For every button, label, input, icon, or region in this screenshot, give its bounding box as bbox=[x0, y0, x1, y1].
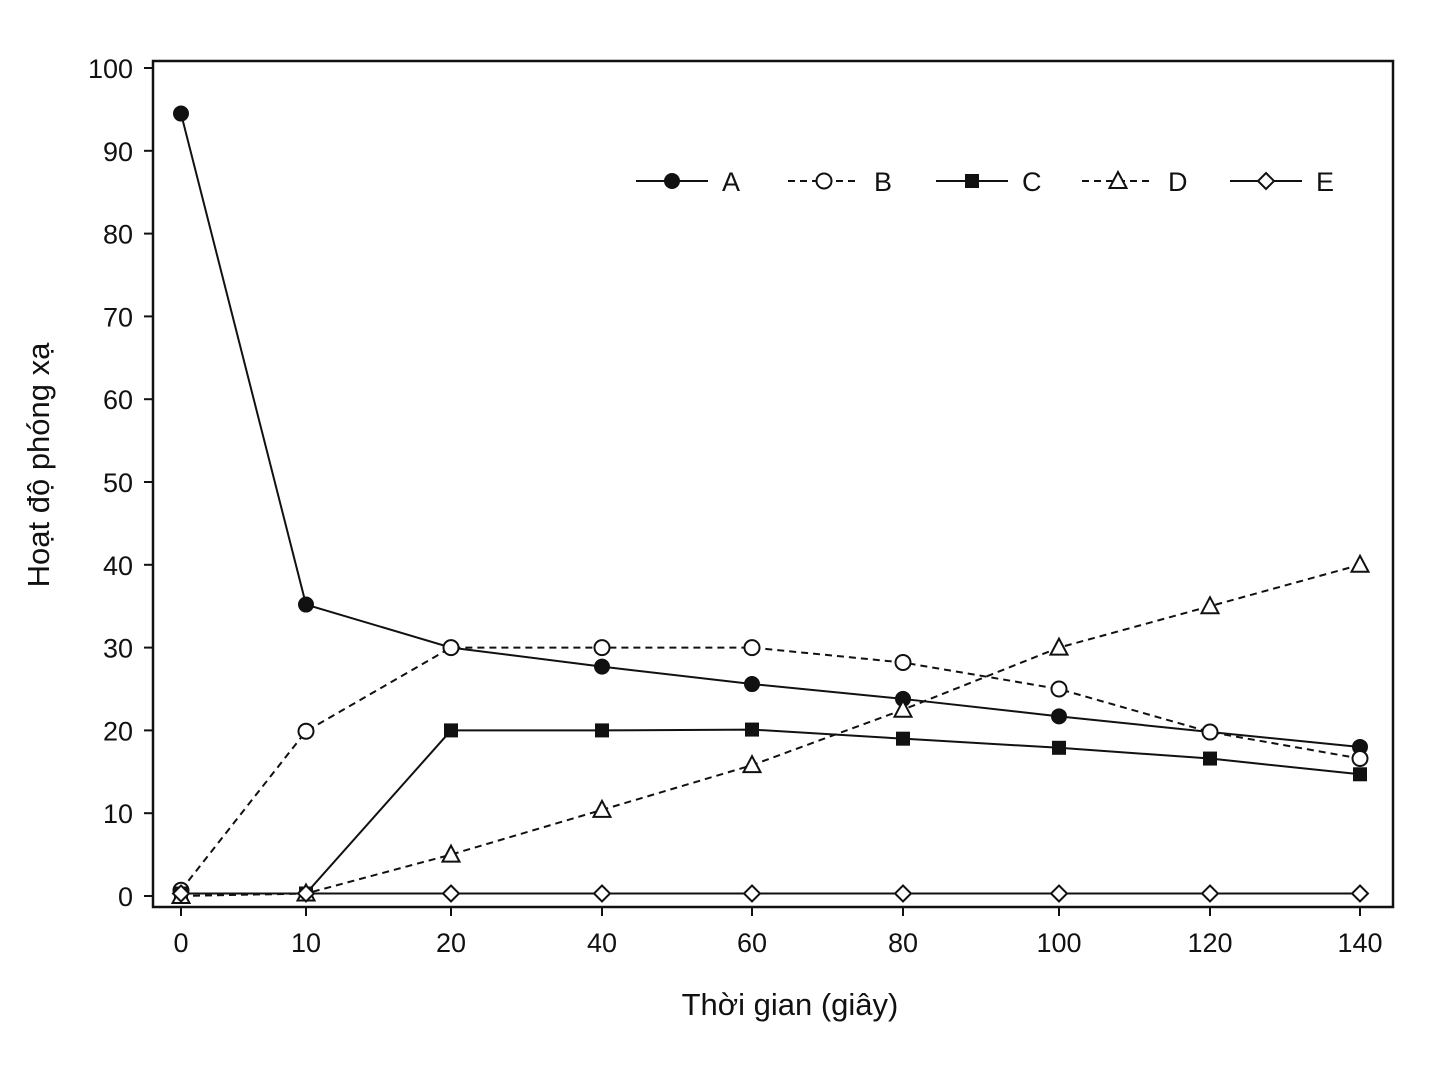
legend-marker-C bbox=[965, 174, 979, 188]
legend-label-C: C bbox=[1022, 167, 1042, 197]
data-point-E bbox=[441, 884, 461, 903]
y-tick-label: 40 bbox=[103, 551, 133, 581]
legend-item-C: C bbox=[936, 167, 1042, 197]
data-point-D bbox=[1048, 636, 1070, 656]
series-E bbox=[171, 884, 1370, 903]
legend-item-B: B bbox=[788, 167, 892, 197]
data-point-C bbox=[595, 723, 609, 738]
x-tick-label: 20 bbox=[436, 928, 466, 958]
data-point-C bbox=[444, 723, 458, 738]
data-point-D bbox=[741, 754, 763, 774]
data-point-E bbox=[592, 884, 612, 903]
data-point-D bbox=[1199, 595, 1221, 615]
series-C bbox=[174, 722, 1367, 901]
series-line-B bbox=[180, 646, 1361, 891]
legend-item-D: D bbox=[1082, 167, 1188, 197]
data-point-C bbox=[745, 722, 759, 737]
data-point-B bbox=[743, 639, 761, 657]
series-A bbox=[173, 105, 1368, 755]
y-tick-label: 80 bbox=[103, 220, 133, 250]
data-point-C bbox=[896, 731, 910, 746]
y-tick-label: 60 bbox=[103, 385, 133, 415]
data-point-B bbox=[894, 654, 912, 672]
data-point-D bbox=[892, 698, 914, 718]
series-line-A bbox=[180, 113, 1361, 748]
data-point-E bbox=[1200, 884, 1220, 903]
data-point-D bbox=[440, 843, 462, 863]
legend-marker-D bbox=[1107, 169, 1129, 189]
data-point-B bbox=[593, 639, 611, 657]
x-tick-label: 0 bbox=[173, 928, 188, 958]
legend-marker-B bbox=[815, 172, 833, 190]
y-tick-label: 90 bbox=[103, 137, 133, 167]
x-tick-label: 10 bbox=[291, 928, 321, 958]
data-point-E bbox=[171, 884, 191, 903]
legend-label-E: E bbox=[1316, 167, 1334, 197]
y-tick-label: 100 bbox=[88, 54, 133, 84]
x-axis-title: Thời gian (giây) bbox=[682, 987, 899, 1022]
data-point-A bbox=[594, 658, 610, 675]
data-point-B bbox=[297, 722, 315, 740]
data-point-A bbox=[744, 676, 760, 693]
data-point-E bbox=[893, 884, 913, 903]
data-point-E bbox=[296, 884, 316, 903]
data-point-D bbox=[1349, 553, 1371, 573]
legend-label-D: D bbox=[1168, 167, 1188, 197]
legend-marker-A bbox=[664, 173, 680, 189]
legend-label-B: B bbox=[874, 167, 892, 197]
x-tick-label: 40 bbox=[587, 928, 617, 958]
data-point-E bbox=[742, 884, 762, 903]
legend-label-A: A bbox=[722, 167, 740, 197]
series-B bbox=[172, 639, 1369, 899]
legend: A B C D E bbox=[636, 167, 1334, 197]
y-tick-label: 30 bbox=[103, 634, 133, 664]
data-point-A bbox=[298, 596, 314, 613]
axes-group: 0 10 20 30 40 50 60 70 80 90 100 0 10 20 40 60 80 100 120 1… bbox=[88, 54, 1395, 958]
data-point-C bbox=[1203, 751, 1217, 766]
y-tick-label: 70 bbox=[103, 302, 133, 332]
y-axis-title: Hoạt độ phóng xạ bbox=[21, 342, 56, 588]
data-point-E bbox=[1049, 884, 1069, 903]
x-tick-label: 80 bbox=[888, 928, 918, 958]
x-tick-label: 100 bbox=[1036, 928, 1081, 958]
data-point-E bbox=[1350, 884, 1370, 903]
y-tick-label: 0 bbox=[118, 882, 133, 912]
series-group bbox=[170, 105, 1371, 904]
legend-marker-E bbox=[1256, 171, 1276, 191]
plot-frame bbox=[151, 59, 1395, 909]
legend-item-E: E bbox=[1230, 167, 1334, 197]
data-point-A bbox=[173, 105, 189, 122]
data-point-B bbox=[1201, 723, 1219, 741]
x-tick-label: 140 bbox=[1337, 928, 1382, 958]
data-point-B bbox=[442, 639, 460, 657]
legend-item-A: A bbox=[636, 167, 740, 197]
data-point-C bbox=[1353, 767, 1367, 782]
y-tick-label: 50 bbox=[103, 468, 133, 498]
y-tick-label: 10 bbox=[103, 799, 133, 829]
data-point-A bbox=[1051, 708, 1067, 725]
data-point-D bbox=[591, 798, 613, 818]
x-tick-label: 120 bbox=[1187, 928, 1232, 958]
series-line-C bbox=[181, 728, 1361, 895]
x-tick-label: 60 bbox=[737, 928, 767, 958]
data-point-B bbox=[1351, 750, 1369, 768]
y-tick-label: 20 bbox=[103, 716, 133, 746]
data-point-C bbox=[1052, 740, 1066, 755]
data-point-B bbox=[1050, 680, 1068, 698]
